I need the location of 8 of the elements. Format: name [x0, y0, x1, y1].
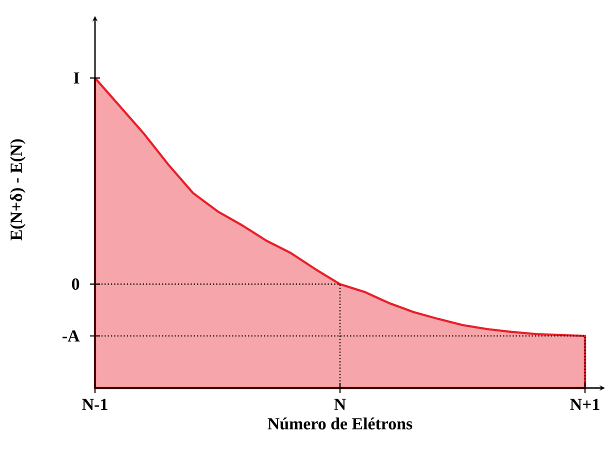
ref-line-label: 0: [72, 278, 80, 290]
x-tick-label: N+1: [570, 398, 600, 410]
x-tick-label: N: [334, 398, 346, 410]
x-tick-label: N-1: [82, 398, 108, 410]
annotation: I: [74, 72, 80, 84]
x-axis-title: Número de Elétrons: [268, 418, 412, 430]
ref-line-label: -A: [62, 330, 80, 342]
y-axis-title: E(N+δ) - E(N): [10, 139, 26, 240]
